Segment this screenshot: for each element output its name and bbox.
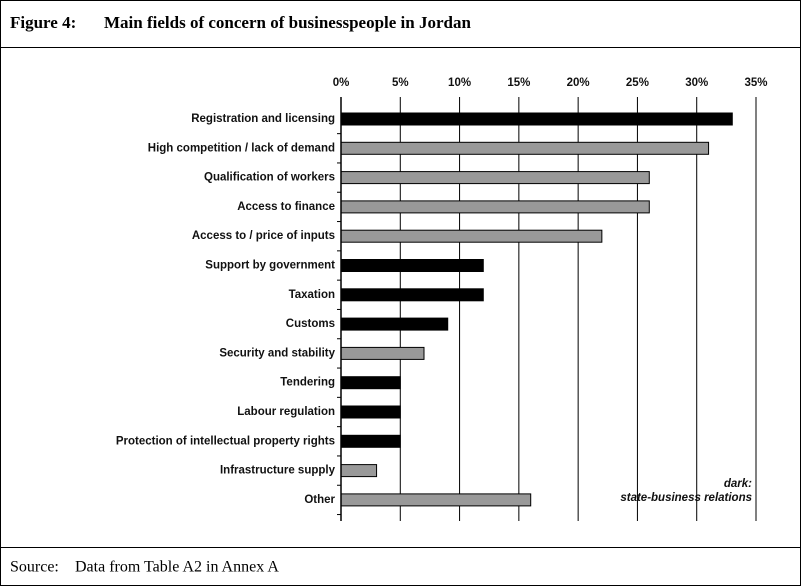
x-tick-label: 10% — [448, 77, 471, 89]
x-tick-label: 30% — [685, 77, 708, 89]
y-tick-label: Other — [304, 494, 335, 506]
x-tick-label: 35% — [744, 77, 767, 89]
bar — [340, 229, 603, 243]
figure-label: Figure 4: — [10, 13, 76, 32]
bar — [340, 493, 532, 507]
y-tick-label: Registration and licensing — [191, 113, 335, 125]
y-tick-label: Access to / price of inputs — [192, 230, 335, 242]
x-tick-label: 5% — [392, 77, 409, 89]
bar — [340, 288, 484, 302]
bar — [340, 405, 401, 419]
chart-title: Main fields of concern of businesspeople… — [104, 13, 471, 32]
y-tick-label: Security and stability — [219, 347, 335, 359]
y-tick-label: Support by government — [205, 260, 335, 272]
y-tick-label: High competition / lack of demand — [148, 142, 335, 154]
source-text: Data from Table A2 in Annex A — [75, 559, 279, 576]
y-tick-label: Labour regulation — [237, 406, 335, 418]
bar — [340, 317, 449, 331]
y-tick-label: Protection of intellectual property righ… — [116, 435, 335, 447]
bar — [340, 464, 378, 478]
bar — [340, 112, 733, 126]
x-tick-label: 0% — [333, 77, 350, 89]
y-tick-label: Taxation — [289, 289, 335, 301]
x-tick-label: 15% — [507, 77, 530, 89]
bar — [340, 171, 650, 185]
y-tick-label: Access to finance — [237, 201, 335, 213]
annotation: dark: — [724, 478, 752, 490]
annotation: state-business relations — [620, 492, 752, 504]
source-label: Source: — [10, 559, 59, 576]
bar — [340, 200, 650, 214]
y-tick-label: Infrastructure supply — [220, 465, 336, 477]
bar — [340, 346, 425, 360]
bar — [340, 259, 484, 272]
x-tick-label: 25% — [626, 77, 649, 89]
bar — [340, 376, 401, 390]
y-tick-label: Customs — [286, 318, 335, 330]
bar — [340, 434, 401, 448]
x-tick-label: 20% — [567, 77, 590, 89]
y-tick-label: Tendering — [280, 377, 335, 389]
y-tick-label: Qualification of workers — [204, 172, 335, 184]
bar — [340, 141, 710, 155]
